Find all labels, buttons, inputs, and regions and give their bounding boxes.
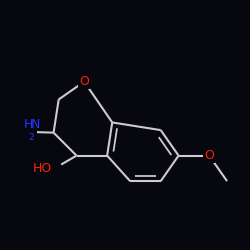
Text: O: O bbox=[79, 75, 89, 88]
Text: N: N bbox=[30, 118, 40, 131]
Text: H: H bbox=[24, 118, 34, 131]
Text: 2: 2 bbox=[28, 133, 34, 142]
Text: O: O bbox=[204, 149, 214, 162]
Text: HO: HO bbox=[33, 162, 52, 175]
